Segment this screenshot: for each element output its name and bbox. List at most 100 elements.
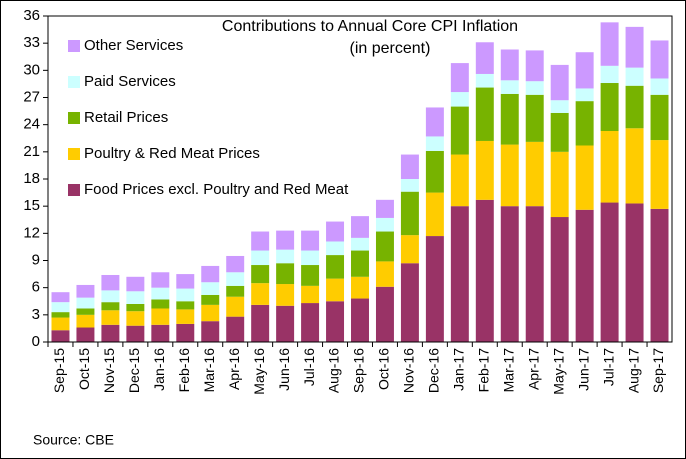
bar-segment <box>201 304 220 322</box>
bar-segment <box>500 206 519 342</box>
bar-segment <box>76 297 95 309</box>
bar-segment <box>650 78 669 95</box>
y-tick-label: 27 <box>23 88 40 105</box>
bar-segment <box>600 22 619 66</box>
plot-border <box>47 15 673 343</box>
bar-segment <box>550 217 569 342</box>
bar-segment <box>226 285 245 297</box>
bar-segment <box>326 241 345 256</box>
bar-segment <box>101 302 120 311</box>
bar-segment <box>400 154 419 179</box>
legend-label: Retail Prices <box>84 109 168 126</box>
bar-segment <box>475 87 494 141</box>
bar-segment <box>450 154 469 207</box>
bar-segment <box>500 49 519 81</box>
bar-segment <box>600 65 619 84</box>
bar-segment <box>126 311 145 326</box>
bar-segment <box>375 217 394 232</box>
bar-segment <box>625 85 644 129</box>
bar-segment <box>201 321 220 342</box>
bar-segment <box>276 230 295 250</box>
bar-segment <box>51 317 70 331</box>
bar-segment <box>475 140 494 200</box>
y-tick-label: 3 <box>32 306 40 323</box>
x-tick-label: Sep-17 <box>650 348 666 393</box>
legend-swatch <box>68 112 80 124</box>
x-tick-label: Jan-16 <box>151 348 167 391</box>
legend-swatch <box>68 76 80 88</box>
bar-segment <box>625 128 644 204</box>
x-tick-label: Aug-16 <box>326 348 342 393</box>
bar-segment <box>500 93 519 145</box>
bar-segment <box>326 221 345 242</box>
bar-segment <box>251 250 270 266</box>
bar-segment <box>351 298 369 342</box>
x-tick-label: Sep-16 <box>351 348 367 393</box>
bar-segment <box>151 308 170 325</box>
x-tick-label: Dec-15 <box>126 348 142 393</box>
bar-segment <box>76 314 95 328</box>
bar-segment <box>226 316 245 342</box>
bar-segment <box>450 63 469 93</box>
bar-segment <box>600 202 619 342</box>
bar-segment <box>326 255 345 279</box>
bar-segment <box>575 209 594 342</box>
bar-segment <box>176 274 195 289</box>
bar-segment <box>151 272 170 288</box>
bar-segment <box>450 106 469 155</box>
bar-segment <box>550 112 569 152</box>
bar-segment <box>650 40 669 79</box>
y-tick-label: 18 <box>23 170 40 187</box>
bar-segment <box>276 249 295 264</box>
bar-segment <box>251 304 270 342</box>
legend-swatch <box>68 184 80 196</box>
bar-segment <box>51 302 70 313</box>
y-tick-label: 24 <box>23 116 40 133</box>
x-tick-label: Apr-17 <box>525 348 541 390</box>
chart-title: Contributions to Annual Core CPI Inflati… <box>222 18 518 35</box>
bar-segment <box>550 151 569 218</box>
bar-segment <box>475 73 494 88</box>
y-tick-label: 36 <box>23 7 40 24</box>
bar-segment <box>500 144 519 207</box>
bar-segment <box>301 250 320 266</box>
x-tick-label: Oct-16 <box>376 348 392 390</box>
x-tick-label: Jul-16 <box>301 348 317 386</box>
bar-segment <box>400 179 419 192</box>
bar-segment <box>575 88 594 102</box>
bar-segment <box>126 303 145 312</box>
x-tick-label: Feb-16 <box>176 348 192 393</box>
bar-segment <box>201 294 220 305</box>
bar-segment <box>301 303 320 342</box>
bar-segment <box>301 265 320 286</box>
bar-segment <box>176 323 195 342</box>
bar-segment <box>450 92 469 107</box>
bar-segment <box>425 150 444 193</box>
bar-segment <box>525 50 544 82</box>
x-tick-label: Nov-16 <box>401 348 417 393</box>
bar-segment <box>51 330 70 342</box>
bar-segment <box>301 230 320 251</box>
bar-segment <box>151 287 170 300</box>
bar-segment <box>276 263 295 285</box>
bar-segment <box>650 140 669 209</box>
bar-segment <box>276 305 295 342</box>
bar-segment <box>400 235 419 264</box>
y-tick-label: 33 <box>23 34 40 51</box>
bar-segment <box>425 236 444 342</box>
bar-segment <box>126 325 145 342</box>
bar-segment <box>450 206 469 342</box>
bar-segment <box>151 299 170 309</box>
bar-segment <box>625 26 644 68</box>
legend-label: Poultry & Red Meat Prices <box>84 145 260 162</box>
x-tick-label: Jan-17 <box>451 348 467 391</box>
bar-segment <box>525 81 544 95</box>
source-note: Source: CBE <box>33 432 114 448</box>
bar-segment <box>400 263 419 342</box>
bar-segment <box>276 284 295 306</box>
bar-segment <box>176 288 195 302</box>
bar-segment <box>251 231 270 251</box>
x-tick-label: Feb-17 <box>476 348 492 393</box>
